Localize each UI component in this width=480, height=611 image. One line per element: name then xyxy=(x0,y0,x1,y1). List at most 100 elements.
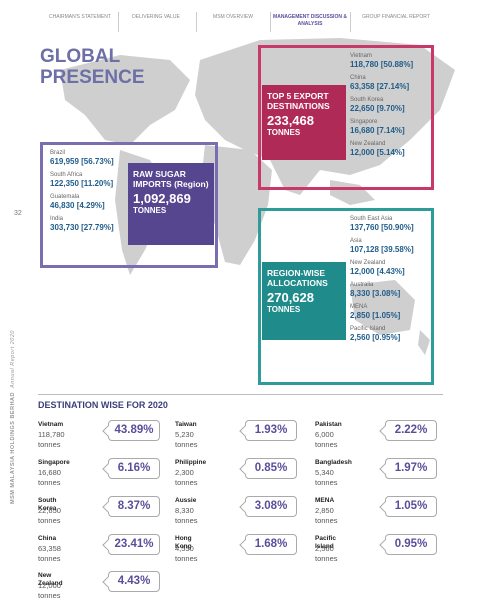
item-name: South Korea xyxy=(350,97,384,103)
item-name: Asia xyxy=(350,238,362,244)
destination-tonnes: 118,780 tonnes xyxy=(38,430,65,449)
box-unit: TONNES xyxy=(267,305,301,314)
region-box: REGION-WISE ALLOCATIONS 270,628 TONNES xyxy=(262,262,346,340)
destination-name: Vietnam xyxy=(38,421,64,428)
item-value: 137,760 [50.90%] xyxy=(350,223,414,232)
item-value: 12,000 [4.43%] xyxy=(350,267,405,276)
raw-sugar-box: RAW SUGAR IMPORTS (Region) 1,092,869 TON… xyxy=(128,163,214,245)
side-company: MSM MALAYSIA HOLDINGS BERHAD xyxy=(10,392,16,504)
destination-name: China xyxy=(38,535,57,542)
nav-separator xyxy=(118,12,119,32)
raw-sugar-frame xyxy=(40,142,218,268)
side-text: MSM MALAYSIA HOLDINGS BERHAD Annual Repo… xyxy=(10,330,16,504)
destination-tonnes: 2,560 tonnes xyxy=(315,544,338,563)
item-value: 22,650 [9.70%] xyxy=(350,104,405,113)
destination-name: Bangladesh xyxy=(315,459,352,466)
item-name: Singapore xyxy=(350,119,378,125)
page-title: GLOBAL PRESENCE xyxy=(40,46,145,88)
item-name: Guatemala xyxy=(50,194,80,200)
item-name: New Zealand xyxy=(350,141,386,147)
destination-share: 8.37% xyxy=(108,496,160,517)
destination-share: 1.97% xyxy=(385,458,437,479)
destination-share: 2.22% xyxy=(385,420,437,441)
box-unit: TONNES xyxy=(267,128,301,137)
item-value: 63,358 [27.14%] xyxy=(350,82,410,91)
destination-share: 1.93% xyxy=(245,420,297,441)
destination-tonnes: 22,650 tonnes xyxy=(38,506,61,525)
destination-name: Pakistan xyxy=(315,421,342,428)
region-list: South East Asia 137,760 [50.90%] Asia 107,1… xyxy=(350,210,432,342)
item-value: 122,350 [11.20%] xyxy=(50,179,114,188)
item-value: 46,830 [4.29%] xyxy=(50,201,105,210)
item-value: 8,330 [3.08%] xyxy=(350,289,401,298)
destination-name: Pacific Island xyxy=(315,535,336,550)
destination-share: 0.95% xyxy=(385,534,437,555)
top-export-list: Vietnam 118,780 [50.88%] China 63,358 [27.1… xyxy=(350,47,432,157)
destination-share: 3.08% xyxy=(245,496,297,517)
item-value: 118,780 [50.88%] xyxy=(350,60,414,69)
nav-item[interactable]: DELIVERING VALUE xyxy=(132,14,180,20)
nav-item[interactable]: MSM OVERVIEW xyxy=(213,14,253,20)
item-value: 2,560 [0.95%] xyxy=(350,333,401,342)
destination-name: South Korea xyxy=(38,497,57,512)
destination-tonnes: 63,358 tonnes xyxy=(38,544,61,563)
destination-share: 43.89% xyxy=(108,420,160,441)
item-name: Brazil xyxy=(50,150,66,156)
destination-name: Aussie xyxy=(175,497,197,504)
destination-share: 0.85% xyxy=(245,458,297,479)
destination-tonnes: 6,000 tonnes xyxy=(315,430,338,449)
box-label: RAW SUGAR IMPORTS (Region) xyxy=(133,169,209,189)
item-value: 303,730 [27.79%] xyxy=(50,223,114,232)
item-value: 619,959 [56.73%] xyxy=(50,157,114,166)
item-name: MENA xyxy=(350,304,368,310)
box-total: 233,468 xyxy=(267,113,314,128)
destination-tonnes: 12,000 tonnes xyxy=(38,581,61,600)
section-title: DESTINATION WISE FOR 2020 xyxy=(38,400,168,410)
destination-tonnes: 2,850 tonnes xyxy=(315,506,338,525)
top-export-box: TOP 5 EXPORT DESTINATIONS 233,468 TONNES xyxy=(262,85,346,160)
destination-name: Taiwan xyxy=(175,421,197,428)
side-report: Annual Report 2020 xyxy=(10,330,16,388)
box-label: REGION-WISE ALLOCATIONS xyxy=(267,268,328,288)
nav-separator xyxy=(350,12,351,32)
box-total: 1,092,869 xyxy=(133,191,191,206)
destination-share: 4.43% xyxy=(108,571,160,592)
raw-sugar-list: Brazil 619,959 [56.73%] South Africa 122,35… xyxy=(50,144,130,232)
nav-item[interactable]: CHAIRMAN'S STATEMENT xyxy=(49,14,111,20)
box-label: TOP 5 EXPORT DESTINATIONS xyxy=(267,91,330,111)
destination-name: Philippine xyxy=(175,459,207,466)
destination-tonnes: 8,330 tonnes xyxy=(175,506,198,525)
nav-separator xyxy=(270,12,271,32)
nav-item[interactable]: GROUP FINANCIAL REPORT xyxy=(362,14,430,20)
region-frame xyxy=(258,208,434,385)
destination-name: Hong Kong xyxy=(175,535,192,550)
destination-name: New Zealand xyxy=(38,572,63,587)
item-name: Vietnam xyxy=(350,53,372,59)
item-value: 107,128 [39.58%] xyxy=(350,245,414,254)
item-value: 12,000 [5.14%] xyxy=(350,148,405,157)
item-name: Australia xyxy=(350,282,374,288)
item-name: China xyxy=(350,75,366,81)
item-value: 2,850 [1.05%] xyxy=(350,311,401,320)
item-name: India xyxy=(50,216,64,222)
item-name: Pacific Island xyxy=(350,326,386,332)
item-name: South East Asia xyxy=(350,216,393,222)
destination-share: 1.05% xyxy=(385,496,437,517)
divider xyxy=(38,394,443,395)
destination-tonnes: 5,230 tonnes xyxy=(175,430,198,449)
destination-tonnes: 2,300 tonnes xyxy=(175,468,198,487)
nav-separator xyxy=(196,12,197,32)
nav-item[interactable]: MANAGEMENT DISCUSSION & ANALYSIS xyxy=(273,14,347,27)
box-unit: TONNES xyxy=(133,206,167,215)
destination-share: 1.68% xyxy=(245,534,297,555)
item-name: New Zealand xyxy=(350,260,386,266)
page-number: 32 xyxy=(14,210,22,217)
item-value: 16,680 [7.14%] xyxy=(350,126,405,135)
destination-tonnes: 4,550 tonnes xyxy=(175,544,198,563)
destination-tonnes: 16,680 tonnes xyxy=(38,468,61,487)
destination-share: 6.16% xyxy=(108,458,160,479)
item-name: South Africa xyxy=(50,172,83,178)
destination-name: Singapore xyxy=(38,459,70,466)
box-total: 270,628 xyxy=(267,290,314,305)
